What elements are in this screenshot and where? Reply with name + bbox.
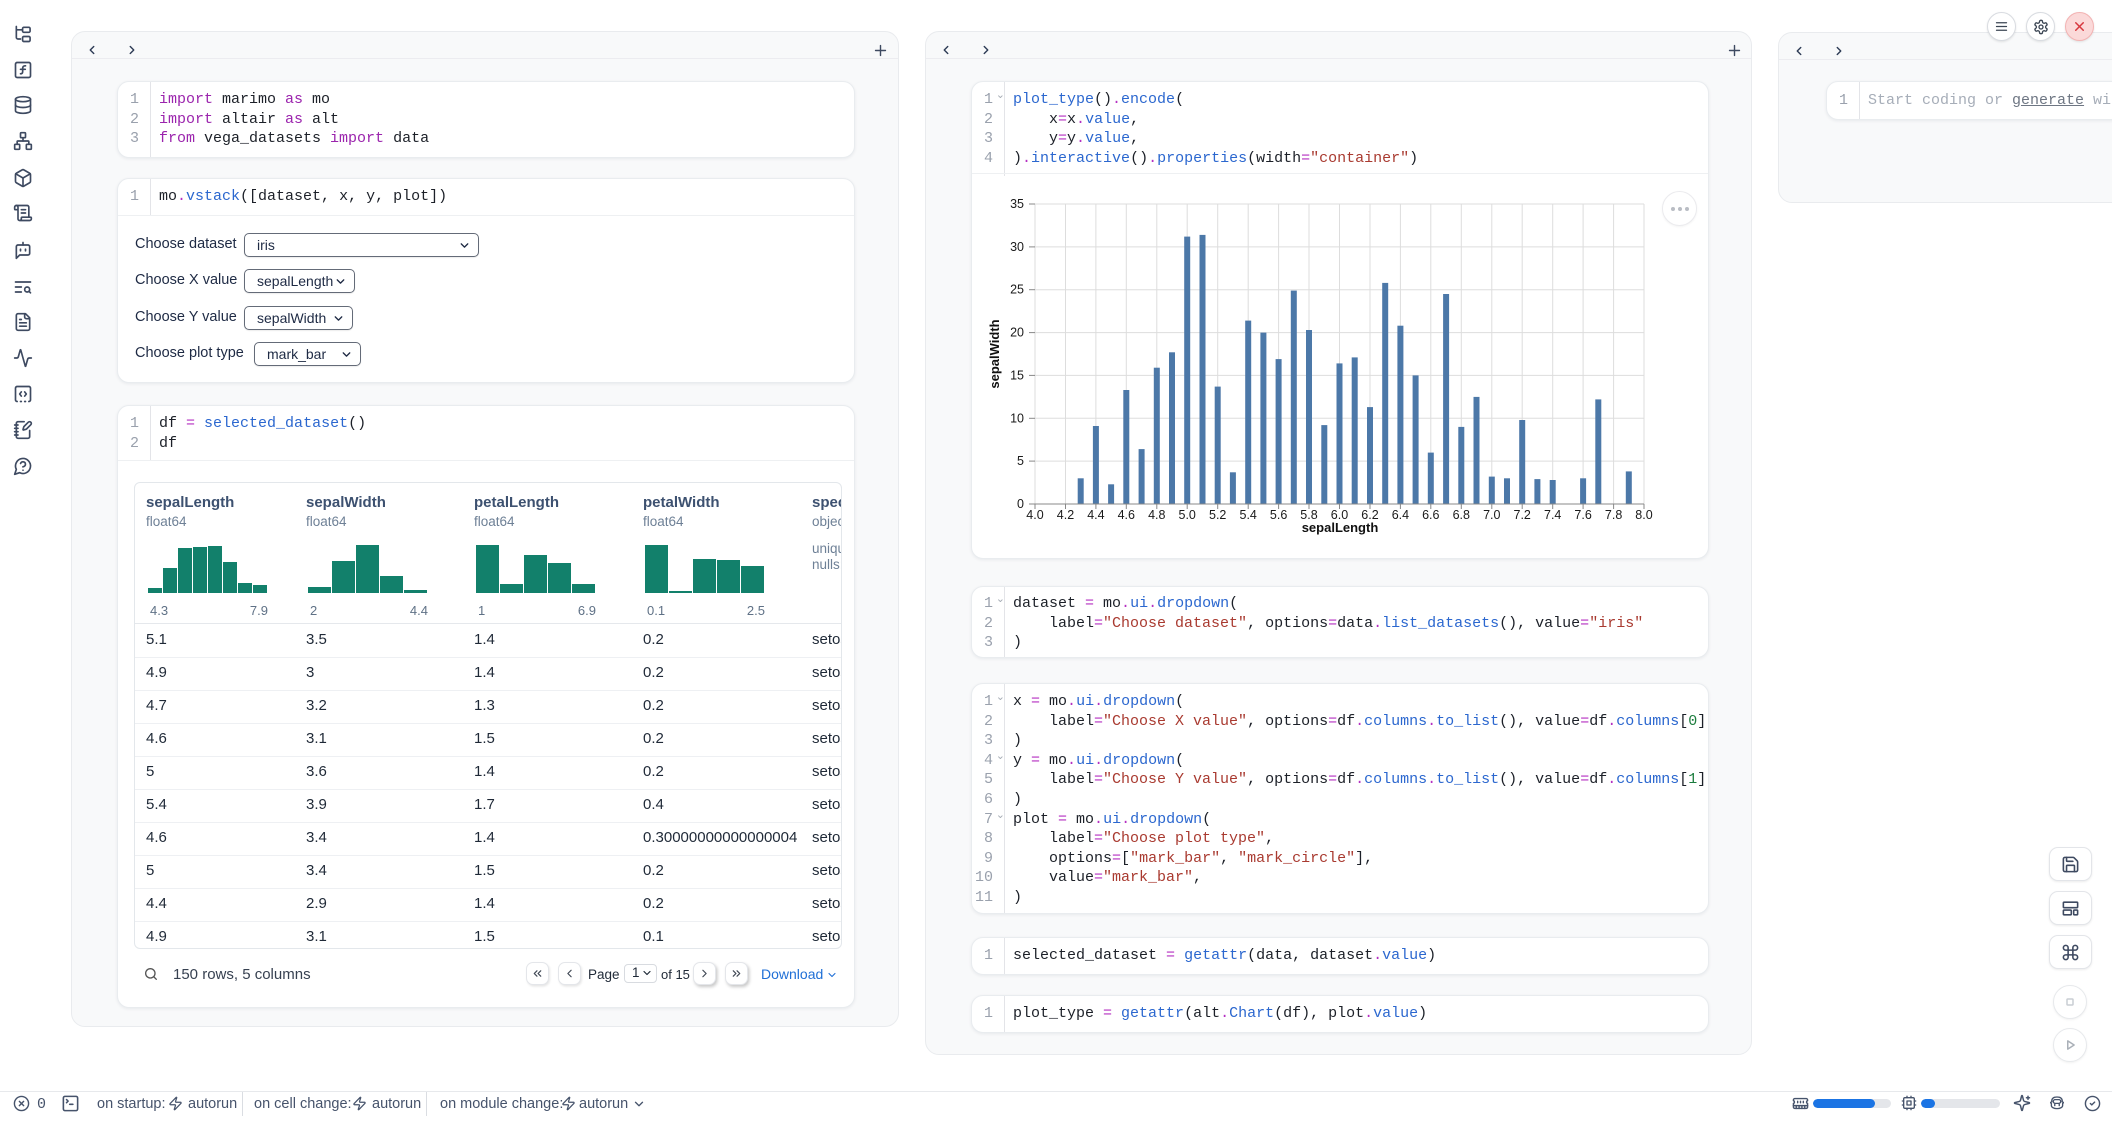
svg-text:4.4: 4.4 xyxy=(1087,508,1104,522)
svg-text:7.8: 7.8 xyxy=(1605,508,1622,522)
svg-text:6.8: 6.8 xyxy=(1453,508,1470,522)
svg-text:7.0: 7.0 xyxy=(1483,508,1500,522)
svg-text:sepalLength: sepalLength xyxy=(1302,520,1379,535)
svg-text:5.8: 5.8 xyxy=(1300,508,1317,522)
svg-text:25: 25 xyxy=(1010,283,1024,297)
svg-text:10: 10 xyxy=(1010,411,1024,425)
svg-text:sepalWidth: sepalWidth xyxy=(987,319,1002,388)
svg-text:15: 15 xyxy=(1010,368,1024,382)
svg-text:7.4: 7.4 xyxy=(1544,508,1561,522)
svg-text:8.0: 8.0 xyxy=(1635,508,1652,522)
svg-text:4.6: 4.6 xyxy=(1118,508,1135,522)
svg-text:7.2: 7.2 xyxy=(1514,508,1531,522)
svg-text:6.4: 6.4 xyxy=(1392,508,1409,522)
svg-text:5: 5 xyxy=(1017,454,1024,468)
svg-text:4.8: 4.8 xyxy=(1148,508,1165,522)
svg-text:6.2: 6.2 xyxy=(1361,508,1378,522)
svg-text:0: 0 xyxy=(1017,497,1024,511)
svg-text:5.0: 5.0 xyxy=(1179,508,1196,522)
svg-text:5.4: 5.4 xyxy=(1240,508,1257,522)
svg-text:5.2: 5.2 xyxy=(1209,508,1226,522)
svg-text:20: 20 xyxy=(1010,326,1024,340)
svg-text:35: 35 xyxy=(1010,197,1024,211)
svg-text:4.2: 4.2 xyxy=(1057,508,1074,522)
svg-text:6.0: 6.0 xyxy=(1331,508,1348,522)
svg-text:4.0: 4.0 xyxy=(1026,508,1043,522)
svg-text:5.6: 5.6 xyxy=(1270,508,1287,522)
svg-text:7.6: 7.6 xyxy=(1574,508,1591,522)
svg-text:6.6: 6.6 xyxy=(1422,508,1439,522)
svg-text:30: 30 xyxy=(1010,240,1024,254)
